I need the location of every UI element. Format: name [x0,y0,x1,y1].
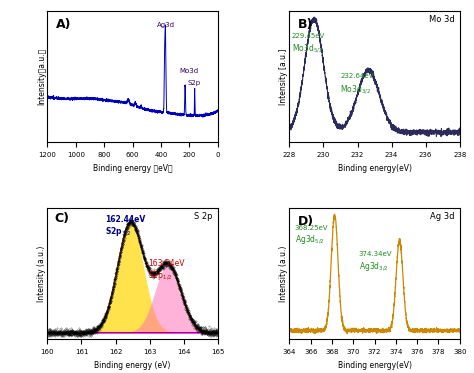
Text: 162.44eV: 162.44eV [105,215,146,224]
X-axis label: Binding energy (eV): Binding energy (eV) [94,361,171,370]
X-axis label: Binding energy （eV）: Binding energy （eV） [93,164,173,173]
Text: S2p: S2p [188,80,201,86]
Y-axis label: Intensity（a.u.）: Intensity（a.u.） [37,48,46,106]
Text: S2p$_{3/2}$: S2p$_{3/2}$ [105,226,132,238]
Text: 163.54eV: 163.54eV [148,259,184,268]
Text: 368.25eV: 368.25eV [295,225,328,231]
Y-axis label: Intensity (a.u.): Intensity (a.u.) [279,245,288,302]
Text: Ag3d$_{5/2}$: Ag3d$_{5/2}$ [295,233,324,246]
Text: 374.34eV: 374.34eV [359,251,392,257]
Y-axis label: Intensity (a.u.): Intensity (a.u.) [37,245,46,302]
Text: 232.64eV: 232.64eV [340,73,374,79]
Text: B): B) [298,18,313,31]
Text: D): D) [298,215,314,228]
Text: 229.45eV: 229.45eV [292,33,325,39]
X-axis label: Binding energy(eV): Binding energy(eV) [337,361,411,370]
Text: Mo3d$_{3/2}$: Mo3d$_{3/2}$ [340,83,372,96]
Text: C): C) [54,212,69,225]
Text: Ag 3d: Ag 3d [430,212,455,221]
X-axis label: Binding energy(eV): Binding energy(eV) [337,164,411,173]
Text: Mo 3d: Mo 3d [429,15,455,24]
Text: Mo3d$_{5/2}$: Mo3d$_{5/2}$ [292,43,323,56]
Text: Mo3d: Mo3d [180,68,199,74]
Text: A): A) [56,18,72,31]
Text: Ag3d$_{3/2}$: Ag3d$_{3/2}$ [359,260,388,273]
Text: S2p$_{1/2}$: S2p$_{1/2}$ [148,269,173,282]
Y-axis label: Intensity [a.u.]: Intensity [a.u.] [279,48,288,105]
Text: S 2p: S 2p [194,212,213,221]
Text: Ag3d: Ag3d [157,22,175,28]
